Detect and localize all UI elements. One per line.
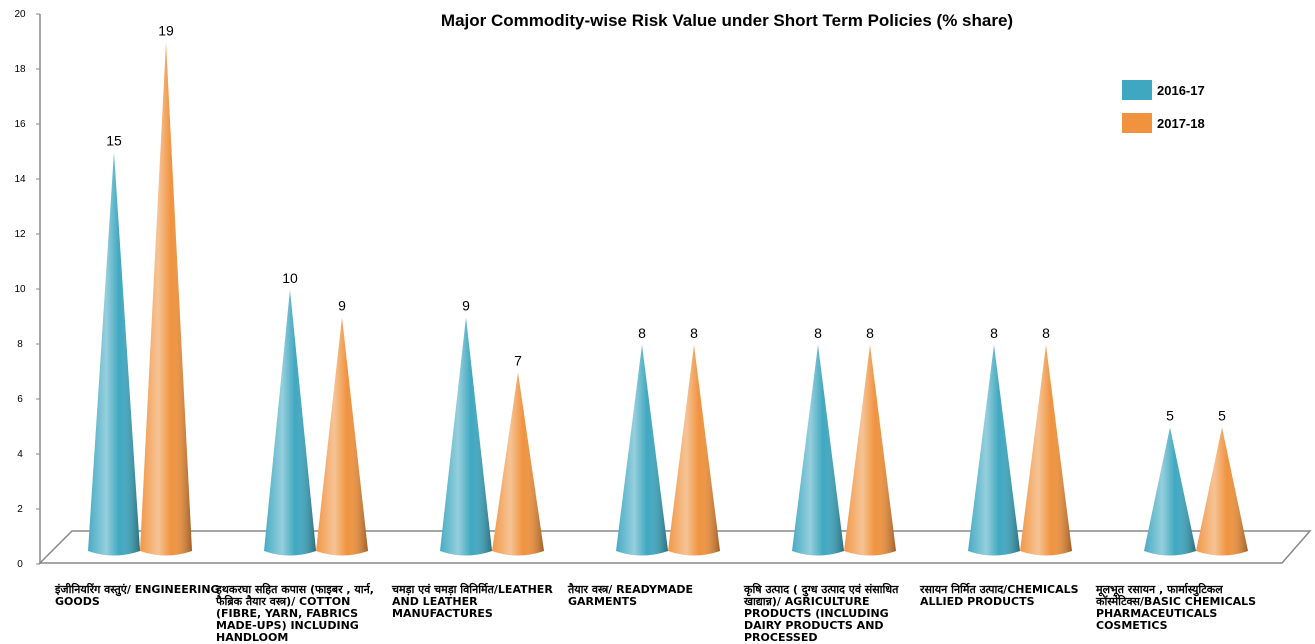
x-tick-label: चमड़ा एवं चमड़ा विनिर्मित/LEATHER AND LE…: [392, 583, 553, 620]
data-label: 8: [990, 325, 998, 341]
y-tick-label: 0: [17, 559, 23, 570]
y-tick-label: 18: [14, 64, 26, 75]
data-label: 8: [866, 325, 874, 341]
cone-shade: [316, 317, 368, 556]
y-tick-label: 2: [17, 504, 23, 515]
data-label: 5: [1166, 408, 1174, 424]
cone-shade: [264, 290, 316, 556]
cone-shade: [844, 345, 896, 556]
x-tick-label: हथकरघा सहित कपास (फाइबर , यार्न, फैब्रिक…: [216, 583, 374, 644]
data-label: 8: [638, 325, 646, 341]
data-label: 10: [282, 270, 298, 286]
data-label: 19: [158, 23, 174, 39]
cone-shade: [140, 42, 192, 556]
chart-title: Major Commodity-wise Risk Value under Sh…: [441, 11, 1013, 30]
cone-shade: [792, 345, 844, 556]
data-label: 8: [814, 325, 822, 341]
y-tick-label: 14: [14, 174, 26, 185]
data-label: 9: [462, 298, 470, 314]
cone-shade: [616, 345, 668, 556]
y-tick-label: 16: [14, 119, 26, 130]
x-tick-label: कृषि उत्पाद ( दुग्ध उत्पाद एवं संसाधित ख…: [744, 583, 899, 644]
y-tick-label: 8: [17, 339, 23, 350]
y-tick-label: 4: [17, 449, 23, 460]
cone-shade: [1196, 427, 1248, 556]
data-label: 8: [1042, 325, 1050, 341]
cone-shade: [668, 345, 720, 556]
cone-shade: [88, 152, 140, 556]
data-label: 7: [514, 353, 522, 369]
y-tick-label: 20: [14, 9, 26, 20]
x-tick-label: रसायन निर्मित उत्पाद/CHEMICALS ALLIED PR…: [920, 583, 1079, 608]
y-tick-label: 12: [14, 229, 26, 240]
cone-shade: [492, 372, 544, 556]
cone-shade: [440, 317, 492, 556]
legend-swatch: [1122, 113, 1152, 133]
cone-shade: [1020, 345, 1072, 556]
y-tick-label: 10: [14, 284, 26, 295]
x-tick-label: इंजीनियरिंग वस्तुएं/ ENGINEERING GOODS: [55, 583, 220, 608]
data-label: 8: [690, 325, 698, 341]
legend-swatch: [1122, 80, 1152, 100]
data-label: 15: [106, 133, 122, 149]
legend-label: 2016-17: [1157, 83, 1205, 98]
cone-shade: [1144, 427, 1196, 556]
data-label: 5: [1218, 408, 1226, 424]
x-tick-label: तैयार वस्त्र/ READYMADE GARMENTS: [568, 583, 694, 608]
y-tick-label: 6: [17, 394, 23, 405]
cone-shade: [968, 345, 1020, 556]
x-tick-label: मूलभूत रसायन , फार्मास्युटिकल कॉस्मेटिक्…: [1096, 583, 1257, 632]
data-label: 9: [338, 298, 346, 314]
legend-label: 2017-18: [1157, 116, 1205, 131]
